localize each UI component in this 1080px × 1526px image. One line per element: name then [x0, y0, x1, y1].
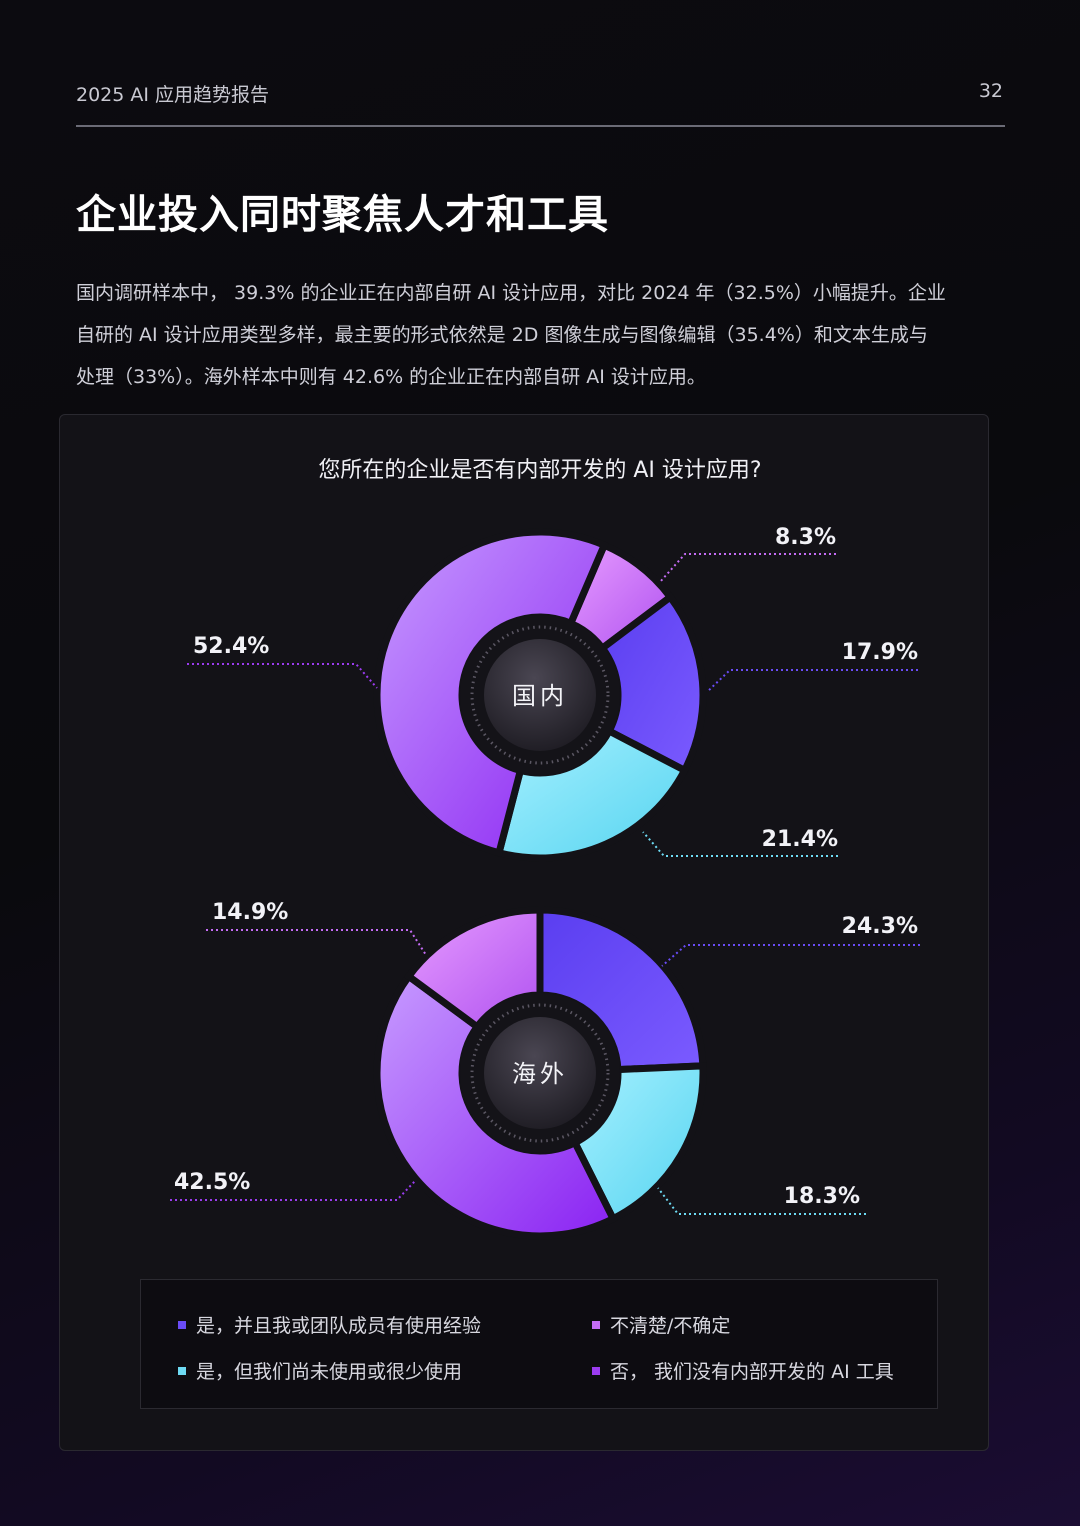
pie-center-label: 国内 — [512, 682, 568, 710]
data-label: 24.3% — [842, 914, 918, 939]
legend-label: 否， 我们没有内部开发的 AI 工具 — [610, 1361, 894, 1383]
data-label: 42.5% — [174, 1170, 250, 1195]
paragraph-line-2: 自研的 AI 设计应用类型多样，最主要的形式依然是 2D 图像生成与图像编辑（3… — [76, 324, 928, 346]
legend-swatch — [178, 1320, 186, 1329]
legend-item-unsure: 不清楚/不确定 — [592, 1311, 730, 1338]
leader-line — [170, 1179, 417, 1201]
pie-center-ticks — [470, 1003, 610, 1143]
pie-center-ticks — [470, 625, 610, 765]
legend-item-yes-experienced: 是，并且我或团队成员有使用经验 — [178, 1311, 481, 1338]
legend-label: 是，并且我或团队成员有使用经验 — [196, 1315, 482, 1337]
page-number: 32 — [978, 80, 1003, 102]
data-label: 14.9% — [212, 900, 288, 925]
header-divider — [76, 125, 1005, 127]
data-label: 21.4% — [762, 827, 838, 852]
legend: 是，并且我或团队成员有使用经验 不清楚/不确定 是，但我们尚未使用或很少使用 否… — [140, 1279, 938, 1409]
leader-line — [661, 944, 920, 967]
legend-item-no: 否， 我们没有内部开发的 AI 工具 — [592, 1357, 894, 1384]
legend-label: 不清楚/不确定 — [610, 1315, 731, 1337]
legend-swatch — [592, 1366, 600, 1375]
page-title: 企业投入同时聚焦人才和工具 — [76, 192, 609, 238]
pie-center-label: 海外 — [512, 1060, 568, 1088]
legend-swatch — [178, 1366, 186, 1375]
leader-line — [642, 831, 838, 857]
leader-line — [659, 553, 836, 583]
report-title: 2025 AI 应用趋势报告 — [76, 84, 270, 106]
paragraph-line-1: 国内调研样本中， 39.3% 的企业正在内部自研 AI 设计应用，对比 2024… — [76, 282, 946, 304]
data-label: 52.4% — [193, 634, 269, 659]
pie-center-disc — [484, 639, 596, 751]
legend-swatch — [592, 1320, 600, 1329]
leader-line — [206, 929, 427, 956]
data-label: 17.9% — [842, 640, 918, 665]
data-label: 18.3% — [784, 1184, 860, 1209]
chart-title: 您所在的企业是否有内部开发的 AI 设计应用? — [318, 458, 762, 483]
leader-line — [187, 663, 378, 689]
legend-item-yes-rarely: 是，但我们尚未使用或很少使用 — [178, 1357, 462, 1384]
paragraph-line-3: 处理（33%）。海外样本中则有 42.6% 的企业正在内部自研 AI 设计应用。 — [76, 366, 706, 388]
data-label: 8.3% — [775, 525, 836, 550]
leader-line — [706, 669, 918, 693]
pie-center-disc — [484, 1017, 596, 1129]
legend-label: 是，但我们尚未使用或很少使用 — [196, 1361, 463, 1383]
